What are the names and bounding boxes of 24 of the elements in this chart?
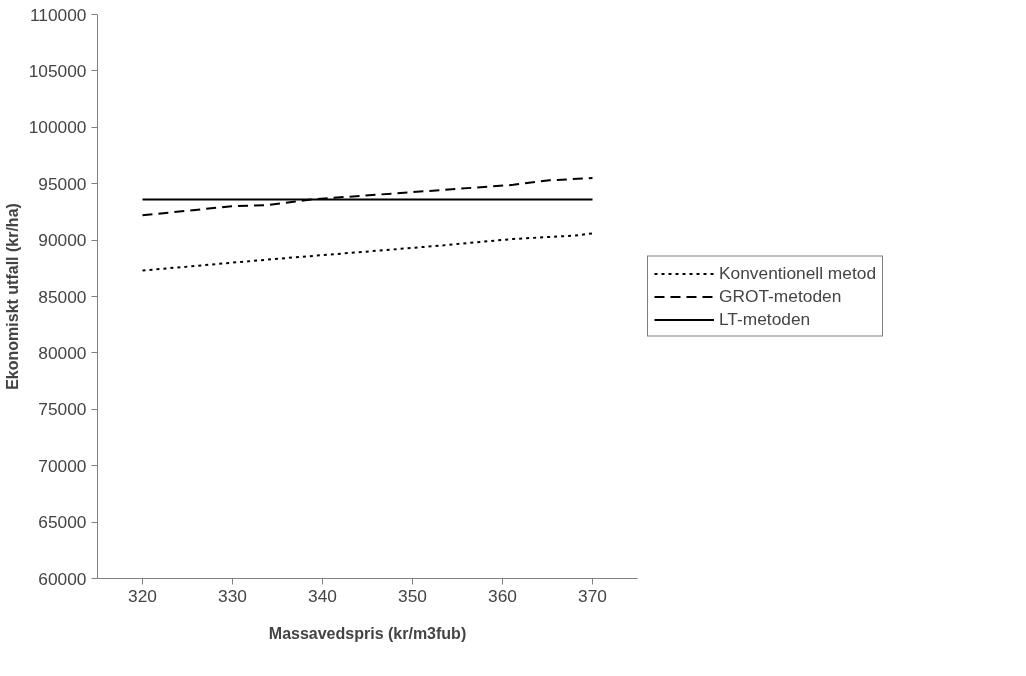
x-tick-label: 370: [578, 585, 607, 606]
legend-label: GROT-metoden: [719, 285, 842, 307]
y-tick-label: 80000: [38, 342, 87, 363]
x-tick-label: 350: [398, 585, 427, 606]
y-tick-label: 90000: [38, 230, 87, 251]
y-tick-label: 75000: [38, 399, 87, 420]
y-tick-label: 85000: [38, 286, 87, 307]
x-axis-title: Massavedspris (kr/m3fub): [268, 624, 467, 642]
y-tick-label: 110000: [29, 4, 87, 25]
x-tick-label: 360: [488, 585, 517, 606]
y-tick-label: 105000: [28, 60, 87, 81]
legend-label: LT-metoden: [719, 308, 811, 330]
legend-label: Konventionell metod: [719, 262, 877, 284]
y-axis-title: Ekonomiskt utfall (kr/ha): [3, 203, 21, 390]
y-tick-label: 95000: [38, 173, 87, 194]
line-series: [141, 177, 594, 217]
y-tick-label: 100000: [28, 117, 87, 138]
y-tick-label: 65000: [38, 512, 87, 533]
y-tick-label: 60000: [38, 568, 87, 589]
x-tick-label: 330: [218, 585, 247, 606]
y-tick-label: 70000: [38, 455, 87, 476]
line-series: [141, 232, 594, 272]
x-tick-label: 340: [308, 585, 337, 606]
x-tick-label: 320: [128, 585, 157, 606]
